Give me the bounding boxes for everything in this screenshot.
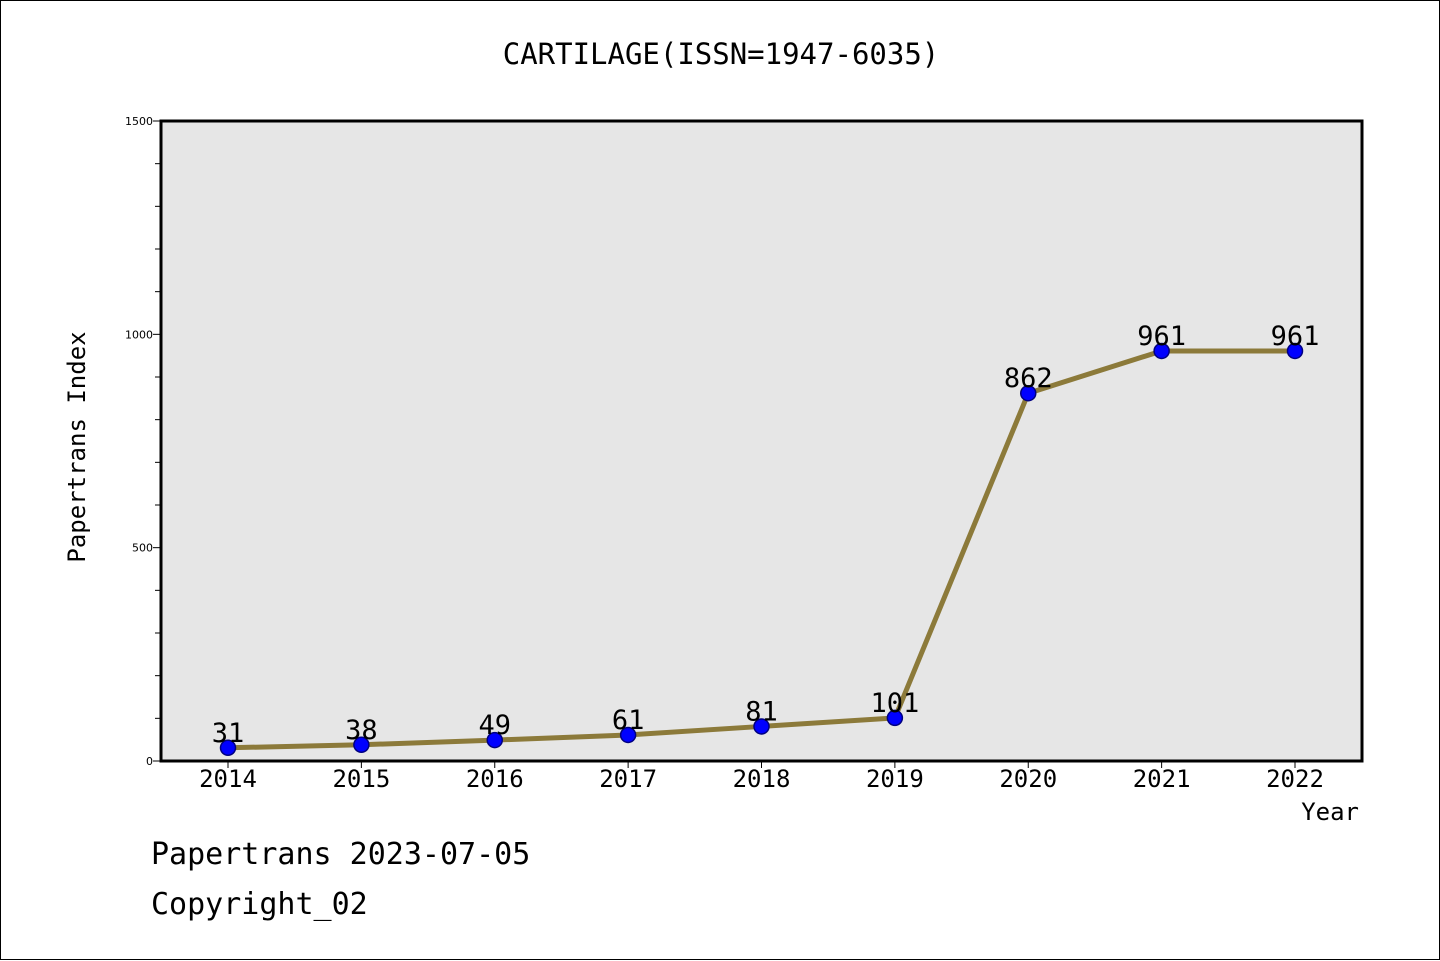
data-label: 49 <box>478 710 511 741</box>
data-label: 31 <box>212 718 245 749</box>
data-label: 81 <box>745 696 778 727</box>
data-point <box>753 718 770 735</box>
footer-date-line: Papertrans 2023-07-05 <box>151 837 531 872</box>
x-axis: 2014 2015 2016 2017 2018 2019 2020 2021 2022 <box>199 761 1324 793</box>
data-point <box>353 736 370 754</box>
y-tick-label: 500 <box>132 542 153 555</box>
y-tick-label: 1500 <box>125 115 153 128</box>
data-label: 961 <box>1137 321 1186 352</box>
x-tick-label: 2014 <box>199 765 257 793</box>
data-point <box>1286 342 1304 360</box>
x-tick-label: 2020 <box>999 765 1057 793</box>
y-axis: 0 500 1000 1500 <box>125 115 161 768</box>
x-tick-label: 2019 <box>866 765 924 793</box>
x-tick-label: 2022 <box>1266 765 1324 793</box>
data-label: 101 <box>870 688 919 719</box>
series-layer: 31 38 49 61 81 101 862 961 961 <box>212 321 1320 757</box>
data-point <box>1020 384 1037 402</box>
plot-area <box>161 121 1362 761</box>
x-axis-label: Year <box>1301 798 1359 826</box>
footer-copyright-line: Copyright_02 <box>151 887 368 922</box>
data-point <box>219 739 237 757</box>
y-tick-label: 1000 <box>125 328 153 341</box>
x-tick-label: 2021 <box>1133 765 1191 793</box>
data-point <box>486 731 503 749</box>
plot-border <box>159 119 1364 763</box>
data-label: 38 <box>345 715 378 746</box>
data-label: 862 <box>1004 363 1053 394</box>
chart-title: CARTILAGE(ISSN=1947-6035) <box>502 37 940 71</box>
x-tick-label: 2015 <box>332 765 390 793</box>
data-label: 961 <box>1271 321 1320 352</box>
x-tick-label: 2016 <box>466 765 524 793</box>
data-point <box>619 726 637 744</box>
data-label: 61 <box>612 705 645 736</box>
x-tick-label: 2017 <box>599 765 657 793</box>
y-tick-label: 0 <box>146 755 153 768</box>
x-tick-label: 2018 <box>733 765 791 793</box>
data-point <box>1153 342 1170 360</box>
data-point <box>886 709 904 727</box>
